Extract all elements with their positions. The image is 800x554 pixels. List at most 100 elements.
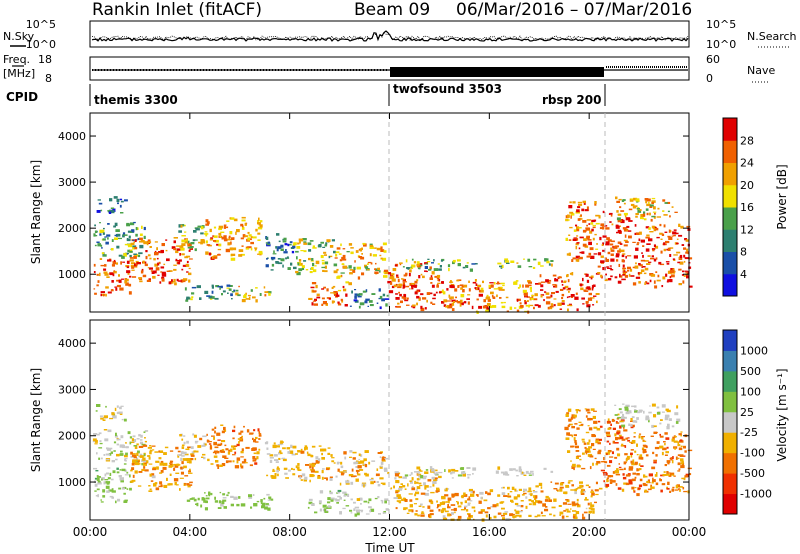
velocity-cell: [358, 453, 361, 457]
power-cell: [668, 236, 673, 240]
velocity-cell: [395, 491, 399, 494]
velocity-cell: [186, 483, 190, 486]
power-cell: [499, 297, 502, 299]
velocity-cell: [545, 495, 549, 499]
power-cell: [185, 299, 189, 302]
power-cell: [549, 306, 553, 310]
power-cell: [554, 278, 559, 282]
velocity-cell: [148, 463, 153, 465]
velocity-cell: [438, 471, 443, 474]
power-cell: [368, 300, 373, 303]
power-cell: [181, 268, 184, 271]
power-cell: [667, 247, 671, 251]
power-cell: [618, 248, 621, 251]
velocity-cell: [133, 445, 138, 447]
power-cell: [409, 282, 413, 286]
velocity-cell: [301, 450, 305, 454]
power-cell: [648, 227, 651, 230]
power-cell: [287, 267, 291, 270]
power-cell: [356, 266, 361, 270]
power-cell: [298, 264, 302, 266]
power-cell: [401, 296, 405, 299]
velocity-cell: [360, 503, 362, 505]
power-cell: [230, 253, 236, 256]
velocity-cell: [591, 492, 595, 496]
power-cell: [505, 260, 510, 263]
velocity-cell: [659, 433, 661, 436]
power-cell: [635, 276, 641, 279]
velocity-cell: [179, 488, 181, 491]
power-cell: [636, 201, 639, 203]
power-cell: [653, 227, 656, 230]
velocity-cell: [506, 495, 511, 497]
power-cell: [433, 293, 436, 297]
freq-left-tick-top: 18: [38, 53, 52, 66]
power-cell: [277, 246, 282, 249]
velocity-cell: [205, 497, 210, 500]
velocity-cell: [116, 411, 120, 415]
power-cell: [474, 287, 477, 289]
power-cell: [636, 243, 639, 246]
velocity-cell: [250, 506, 253, 509]
power-cell: [575, 255, 580, 259]
velocity-cell: [297, 469, 302, 471]
power-cell: [241, 227, 245, 230]
power-cell: [381, 298, 385, 302]
velocity-cell: [616, 431, 620, 435]
velocity-cell: [252, 437, 254, 440]
power-cell: [688, 257, 693, 260]
power-cell: [605, 241, 610, 244]
velocity-cell: [677, 470, 681, 472]
power-cell: [233, 218, 238, 222]
nave-right-tick-bottom: 0: [706, 72, 713, 85]
power-cell: [367, 263, 369, 265]
velocity-cell: [433, 469, 438, 472]
velocity-cell: [144, 430, 149, 432]
velocity-cell: [269, 459, 273, 463]
power-cell: [636, 232, 640, 235]
power-cell: [499, 265, 503, 268]
velocity-cell: [123, 500, 128, 503]
velocity-cbar-tick-label: -500: [740, 467, 765, 480]
velocity-cell: [350, 498, 353, 501]
power-cell: [186, 297, 189, 300]
power-cell: [312, 247, 317, 249]
velocity-cell: [424, 486, 427, 490]
velocity-cell: [594, 489, 599, 492]
velocity-cell: [253, 452, 257, 455]
power-cell: [185, 263, 189, 266]
velocity-cell: [682, 455, 686, 457]
velocity-cell: [410, 472, 413, 475]
power-cell: [501, 264, 504, 268]
power-cell: [325, 303, 328, 306]
power-cell: [259, 293, 262, 296]
power-cell: [380, 249, 385, 252]
power-cell: [295, 270, 299, 274]
velocity-cell: [642, 482, 646, 486]
velocity-cell: [93, 467, 98, 470]
velocity-cell: [589, 466, 592, 470]
velocity-cell: [350, 481, 354, 485]
velocity-cell: [194, 450, 199, 453]
velocity-cell: [288, 469, 291, 472]
power-cell: [571, 259, 574, 262]
power-cell: [111, 239, 114, 242]
power-cell: [618, 198, 622, 201]
velocity-cell: [275, 461, 279, 463]
velocity-cell: [666, 446, 669, 449]
power-cell: [186, 241, 189, 245]
power-cell: [655, 271, 658, 273]
velocity-cell: [656, 406, 660, 409]
power-cell: [436, 284, 439, 287]
velocity-cell: [131, 453, 136, 455]
power-cell: [328, 298, 331, 300]
velocity-cell: [576, 504, 581, 508]
power-cell: [429, 266, 432, 270]
velocity-cell: [168, 483, 173, 486]
power-cell: [602, 235, 607, 238]
power-cell: [312, 245, 315, 248]
velocity-cell: [140, 439, 143, 441]
velocity-cell: [404, 474, 409, 477]
power-cell: [380, 246, 383, 250]
power-cell: [387, 280, 392, 284]
